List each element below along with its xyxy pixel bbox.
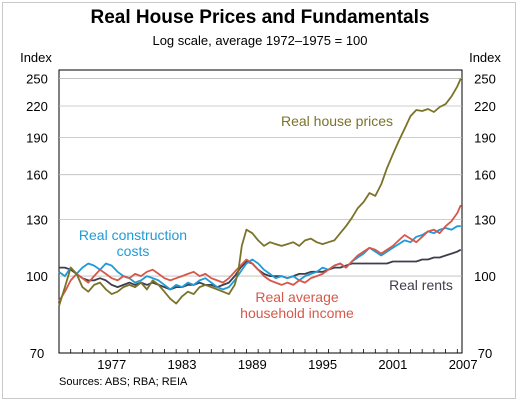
- series-line-real-average-household-income: [58, 204, 462, 302]
- x-tick-label: 2007: [449, 357, 478, 372]
- series-label: Real average: [255, 289, 338, 305]
- x-tick-label: 1995: [308, 357, 337, 372]
- series-label: Real construction: [79, 227, 187, 243]
- y-axis-label-left: Index: [20, 50, 52, 65]
- y-tick-label-left: 70: [30, 346, 44, 361]
- y-tick-label-right: 160: [474, 168, 496, 183]
- series-label: household income: [240, 305, 354, 321]
- y-tick-label-right: 250: [474, 71, 496, 86]
- y-tick-label-right: 100: [474, 269, 496, 284]
- y-tick-label-left: 250: [26, 71, 48, 86]
- chart-subtitle: Log scale, average 1972–1975 = 100: [152, 33, 368, 48]
- y-tick-label-left: 220: [26, 99, 48, 114]
- y-axis-label-right: Index: [469, 50, 501, 65]
- y-tick-label-right: 130: [474, 212, 496, 227]
- chart-title: Real House Prices and Fundamentals: [90, 7, 430, 28]
- plot-area: [58, 69, 463, 354]
- x-tick-label: 1983: [168, 357, 197, 372]
- x-tick-label: 1977: [97, 357, 126, 372]
- y-tick-label-right: 220: [474, 99, 496, 114]
- chart-frame: [2, 2, 516, 399]
- y-tick-label-left: 130: [26, 212, 48, 227]
- series-label: Real house prices: [281, 113, 393, 129]
- y-tick-label-right: 190: [474, 131, 496, 146]
- series-label: costs: [117, 243, 150, 259]
- x-tick-label: 1989: [238, 357, 267, 372]
- y-tick-label-left: 160: [26, 168, 48, 183]
- y-tick-label-left: 190: [26, 131, 48, 146]
- y-tick-label-left: 100: [26, 269, 48, 284]
- series-line-real-house-prices: [58, 78, 462, 307]
- y-tick-label-right: 70: [478, 346, 492, 361]
- x-tick-label: 2001: [378, 357, 407, 372]
- source-note: Sources: ABS; RBA; REIA: [59, 376, 188, 388]
- series-label: Real rents: [389, 277, 453, 293]
